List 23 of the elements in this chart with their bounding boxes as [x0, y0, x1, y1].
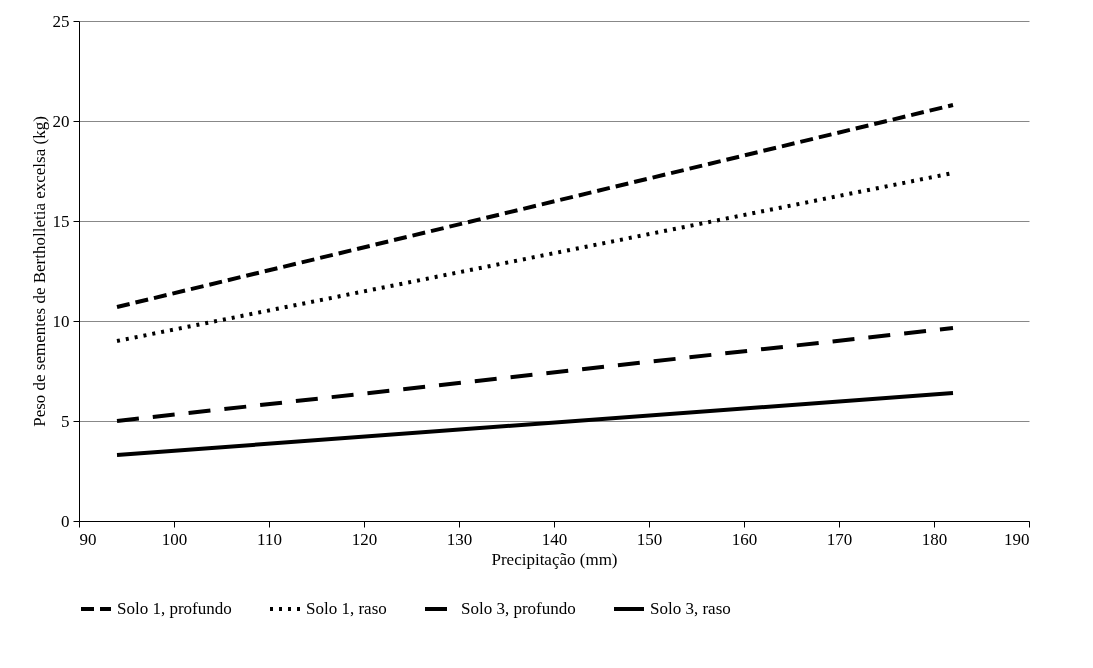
legend-label: Solo 1, raso [306, 599, 387, 618]
x-axis-title: Precipitação (mm) [491, 549, 618, 569]
x-tick-label: 190 [1004, 529, 1030, 549]
x-tick-label: 130 [446, 529, 473, 549]
y-tick-label: 5 [61, 411, 70, 431]
y-tick-label: 25 [52, 11, 70, 31]
y-tick-label: 0 [61, 511, 70, 531]
y-tick-label: 20 [52, 111, 70, 131]
legend-label: Solo 1, profundo [117, 599, 232, 618]
y-tick-label: 15 [52, 211, 70, 231]
x-tick-label: 110 [257, 529, 282, 549]
x-tick-label: 180 [921, 529, 948, 549]
x-tick-label: 140 [541, 529, 568, 549]
x-tick-label: 100 [161, 529, 188, 549]
x-tick-label: 150 [636, 529, 663, 549]
legend-label: Solo 3, profundo [461, 599, 576, 618]
legend-label: Solo 3, raso [650, 599, 731, 618]
x-tick-label: 170 [826, 529, 853, 549]
x-tick-label: 90 [79, 529, 97, 549]
x-tick-label: 120 [351, 529, 378, 549]
y-axis-title: Peso de sementes de Bertholletia excelsa (kg) [29, 116, 49, 427]
y-tick-label: 10 [52, 311, 70, 331]
x-tick-label: 160 [731, 529, 758, 549]
